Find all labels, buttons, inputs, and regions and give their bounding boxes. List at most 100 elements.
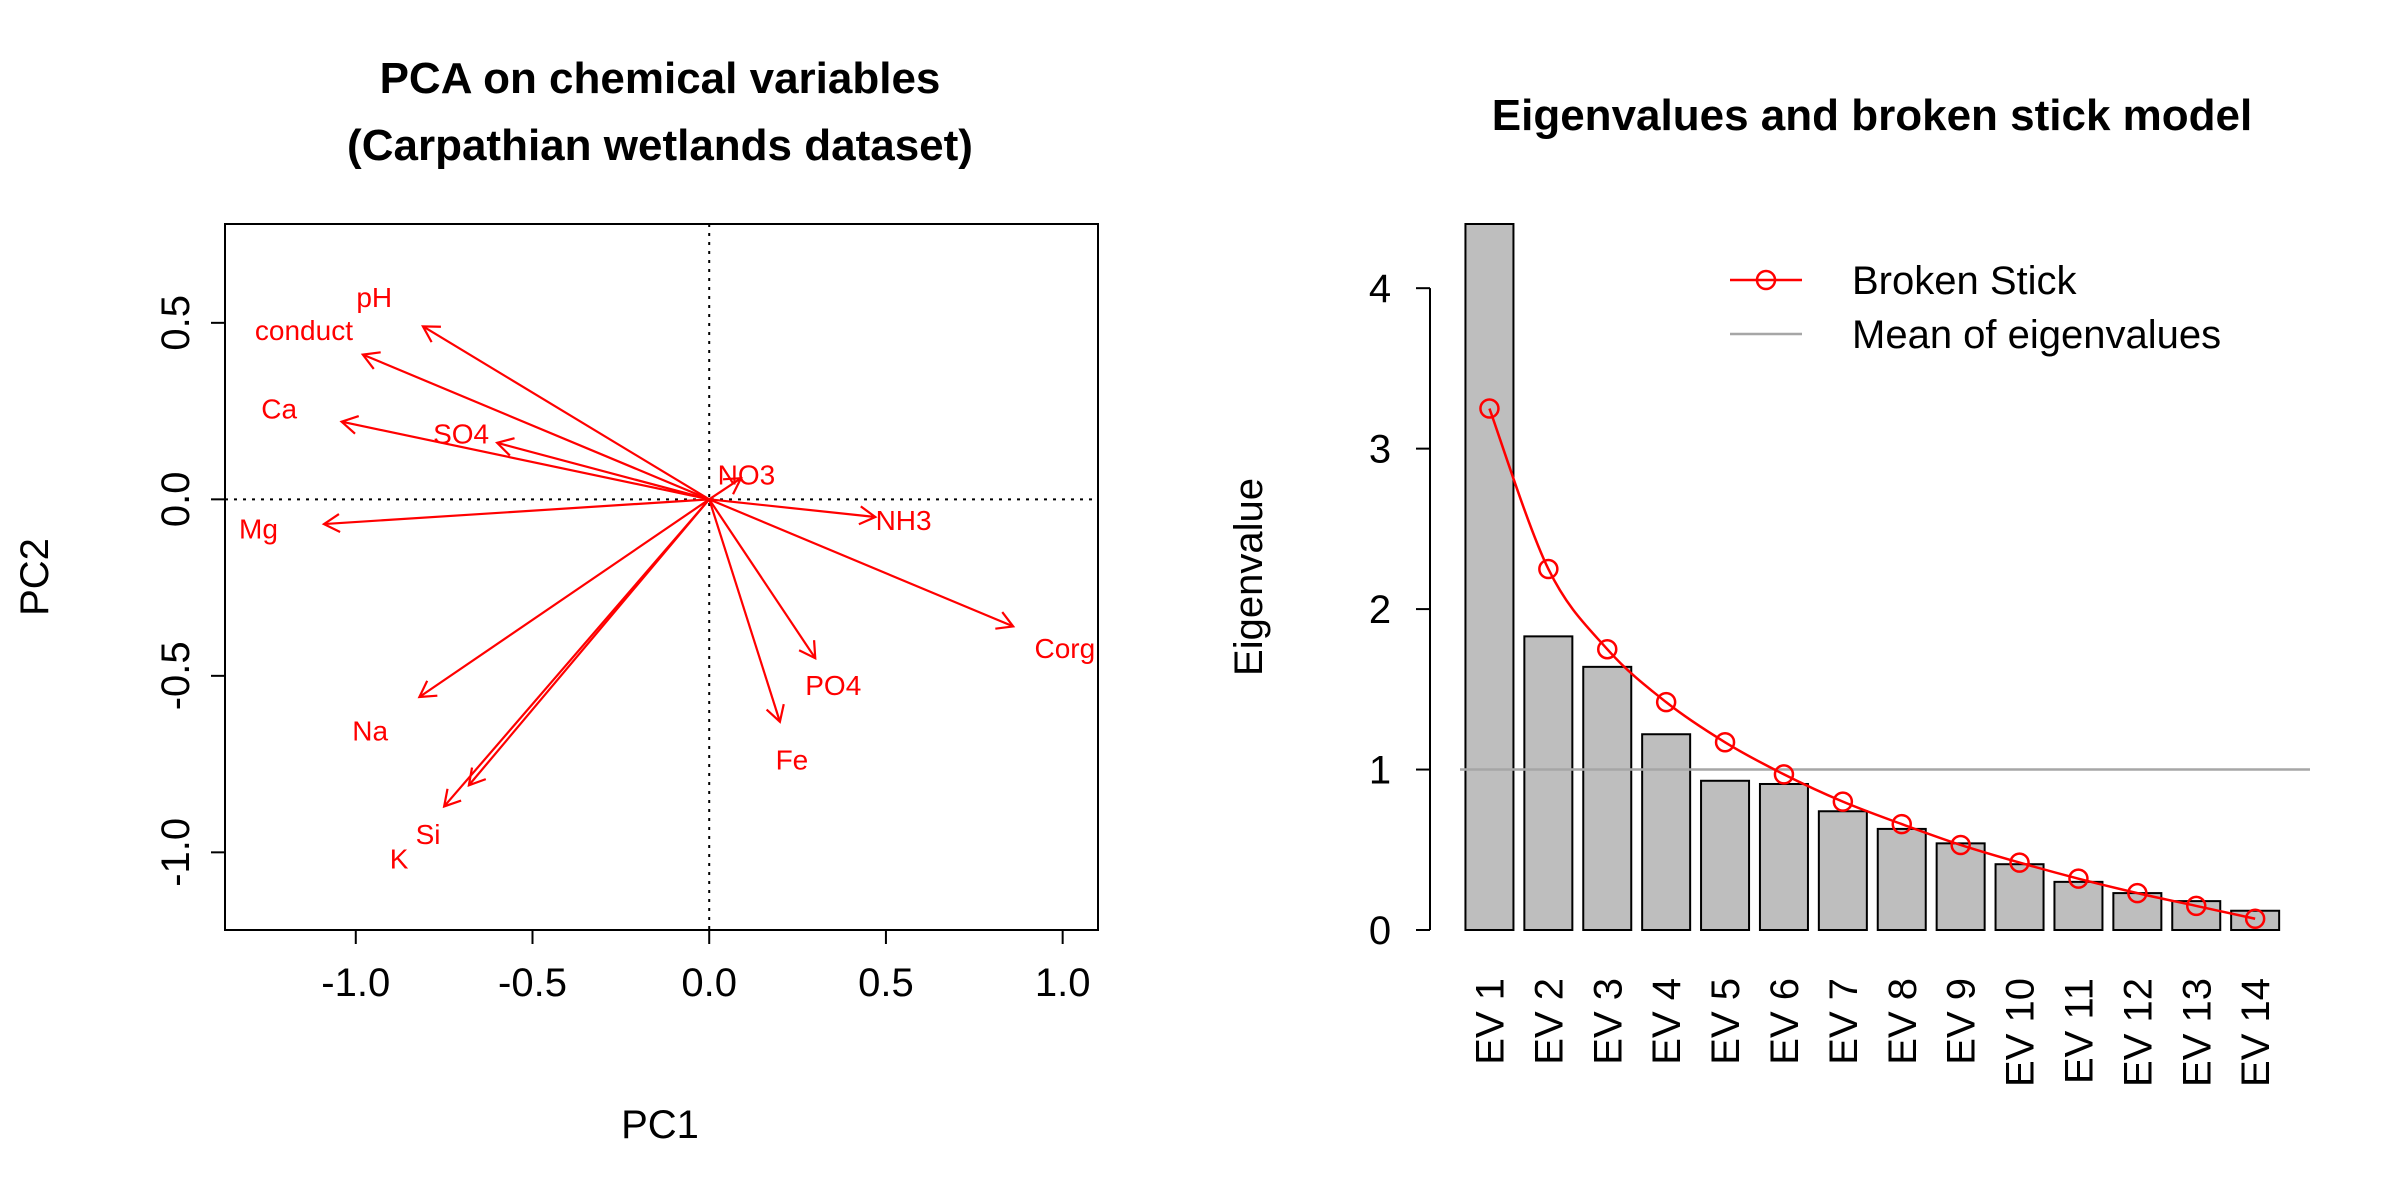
arrow-head-si — [467, 767, 487, 787]
broken-stick-line — [1488, 408, 2256, 920]
arrow-label-so4: SO4 — [433, 418, 489, 449]
arrow-label-fe: Fe — [776, 745, 809, 776]
arrow-ph: pH — [356, 282, 710, 501]
eigen-bar-6 — [1758, 782, 1809, 932]
eigen-bar-5 — [1700, 779, 1751, 932]
arrow-head-nh3 — [858, 505, 878, 526]
broken-stick-point-5 — [1714, 732, 1736, 753]
arrow-head-fe — [765, 703, 785, 724]
arrow-shaft-conduct — [362, 353, 710, 501]
eigen-title: Eigenvalues and broken stick model — [1492, 91, 2252, 140]
arrow-head-na — [417, 680, 438, 699]
arrow-label-si: Si — [416, 819, 441, 850]
arrow-head-k — [442, 788, 462, 809]
arrow-shaft-nh3 — [709, 498, 876, 519]
arrow-nh3: NH3 — [709, 498, 932, 536]
pca-biplot-panel: PCA on chemical variables (Carpathian we… — [13, 54, 1099, 1147]
legend-broken-stick-marker — [1755, 269, 1777, 291]
broken-stick-point-3 — [1597, 638, 1618, 660]
eigen-x-tick-label-9: EV 9 — [1940, 978, 1984, 1065]
biplot-y-tick-label: 0.0 — [154, 472, 198, 528]
biplot-title-line1: PCA on chemical variables — [380, 54, 941, 103]
eigen-x-tick-label-14: EV 14 — [2234, 978, 2278, 1087]
eigen-y-tick-label: 2 — [1369, 588, 1391, 632]
biplot-x-tick-label: 1.0 — [1035, 961, 1091, 1005]
arrow-label-corg: Corg — [1034, 633, 1095, 664]
eigen-legend: Broken Stick Mean of eigenvalues — [1730, 259, 2221, 357]
eigen-bar-3 — [1582, 665, 1633, 931]
eigen-y-tick-label: 0 — [1369, 909, 1391, 953]
eigen-bar-12 — [2112, 892, 2163, 932]
arrow-conduct: conduct — [255, 315, 710, 501]
arrow-label-po4: PO4 — [805, 670, 861, 701]
arrow-k: K — [390, 498, 711, 875]
legend-mean-label: Mean of eigenvalues — [1852, 313, 2221, 357]
arrow-shaft-mg — [323, 498, 710, 526]
arrow-shaft-k — [443, 498, 711, 808]
broken-stick-point-8 — [1891, 813, 1912, 835]
eigen-x-tick-label-6: EV 6 — [1763, 978, 1807, 1065]
eigen-x-tick-label-12: EV 12 — [2116, 978, 2160, 1087]
eigen-x-tick-label-1: EV 1 — [1468, 978, 1512, 1065]
broken-stick-point-7 — [1832, 791, 1854, 812]
biplot-x-tick-label: 0.5 — [858, 961, 914, 1005]
biplot-x-axis: -1.0 -0.5 0.0 0.5 1.0 — [321, 930, 1090, 1005]
arrow-label-na: Na — [352, 716, 388, 747]
biplot-reference-lines — [225, 224, 1098, 930]
legend-broken-stick-label: Broken Stick — [1852, 259, 2078, 303]
arrow-mg: Mg — [239, 498, 710, 544]
arrow-head-po4 — [798, 640, 817, 661]
eigen-x-tick-label-7: EV 7 — [1822, 978, 1866, 1065]
eigen-bar-1 — [1464, 223, 1515, 931]
biplot-x-tick-label: 0.0 — [681, 961, 737, 1005]
arrow-head-conduct — [360, 351, 381, 370]
broken-stick-point-4 — [1655, 691, 1677, 713]
biplot-y-tick-label: 0.5 — [154, 295, 198, 351]
arrow-ca: Ca — [261, 393, 710, 501]
eigen-bar-8 — [1876, 827, 1927, 931]
biplot-y-tick-label: -1.0 — [154, 818, 198, 887]
eigen-bar-2 — [1523, 635, 1574, 931]
arrow-si: Si — [416, 498, 711, 850]
eigen-x-tick-label-5: EV 5 — [1704, 978, 1748, 1065]
arrow-label-ca: Ca — [261, 393, 297, 424]
arrow-head-ph — [421, 325, 441, 343]
arrow-label-mg: Mg — [239, 513, 278, 544]
broken-stick-point-13 — [2186, 895, 2207, 917]
arrow-label-conduct: conduct — [255, 315, 353, 346]
arrow-head-no3 — [722, 476, 743, 495]
broken-stick-point-12 — [2127, 882, 2148, 904]
broken-stick-point-2 — [1538, 558, 1559, 580]
eigenvalue-panel: Eigenvalues and broken stick model 0 1 2 3 4… — [1227, 91, 2310, 1087]
eigen-x-tick-labels: EV 1 EV 2 EV 3 EV 4 EV 5 EV 6 EV 7 EV 8 EV 9 EV 1… — [1468, 978, 2278, 1087]
arrow-shaft-ca — [341, 420, 710, 501]
arrow-na: Na — [352, 498, 710, 747]
arrow-shaft-na — [418, 498, 710, 698]
eigen-y-tick-label: 1 — [1369, 749, 1391, 793]
eigen-bar-10 — [1994, 863, 2045, 931]
broken-stick-point-10 — [2009, 852, 2030, 873]
arrow-head-ca — [339, 415, 360, 435]
broken-stick-point-14 — [2244, 908, 2266, 930]
eigen-bars — [1464, 223, 2281, 932]
broken-stick-point-9 — [1950, 834, 1971, 856]
arrow-label-ph: pH — [356, 282, 392, 313]
eigen-x-tick-label-10: EV 10 — [1999, 978, 2043, 1087]
arrow-shaft-ph — [422, 325, 710, 501]
arrow-shaft-corg — [708, 498, 1014, 628]
biplot-y-axis: 0.5 0.0 -0.5 -1.0 — [154, 295, 225, 887]
arrow-head-so4 — [495, 437, 515, 457]
broken-stick-point-1 — [1479, 398, 1500, 419]
eigen-bar-11 — [2053, 880, 2104, 932]
eigen-x-tick-label-2: EV 2 — [1527, 978, 1571, 1065]
eigen-x-tick-label-11: EV 11 — [2057, 978, 2101, 1084]
biplot-y-tick-label: -0.5 — [154, 641, 198, 710]
eigen-bar-9 — [1935, 842, 1986, 932]
arrow-label-nh3: NH3 — [876, 505, 932, 536]
eigen-bar-4 — [1641, 733, 1692, 932]
eigen-bar-7 — [1817, 810, 1868, 931]
eigen-y-tick-label: 3 — [1369, 428, 1391, 472]
arrow-corg: Corg — [708, 498, 1095, 664]
